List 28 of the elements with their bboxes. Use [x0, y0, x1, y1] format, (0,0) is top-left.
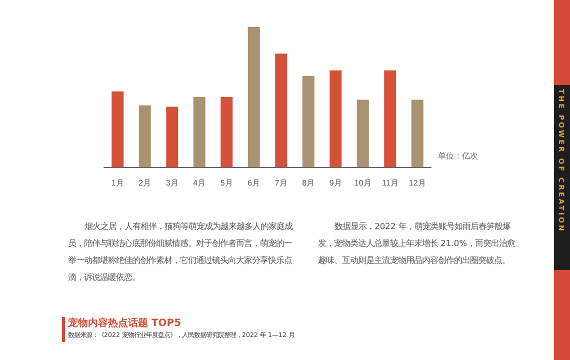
- x-tick-label: 7月: [274, 178, 288, 188]
- bar: [248, 27, 260, 167]
- text: 宠物内容热点话题 TOP5: [68, 316, 182, 330]
- x-tick-label: 1月: [111, 178, 124, 188]
- bar: [275, 54, 288, 167]
- bar: [330, 70, 342, 167]
- x-tick-label: 12月: [408, 178, 426, 188]
- x-tick-label: 11月: [382, 178, 398, 188]
- text: 烟火之居，人有相伴，猫狗等萌宠成为越来越多人的家庭成员，陪伴与联结心底那份细腻情感。对于创作者而言，萌宠的一举一动都堪称绝佳的创作素材，它们通过镜头向大家分享快乐点滴，诉说温暖依恋。: [68, 220, 294, 284]
- text: 数据显示，2022 年，萌宠类账号如雨后春笋般爆发，宠物类达人总量较上年末增长 21.0%，而突出治愈、趣味、互动则是主流宠物用品内容创作的出圈突破点。: [318, 220, 524, 267]
- x-tick-label: 5月: [220, 178, 233, 188]
- bar: [302, 76, 314, 167]
- bar: [166, 106, 178, 167]
- y-axis-title: 单位：亿次: [438, 152, 478, 160]
- x-tick-label: 8月: [302, 178, 315, 188]
- bar: [220, 97, 233, 167]
- bar: [193, 97, 206, 167]
- bar: [411, 100, 424, 167]
- x-tick-label: 9月: [329, 178, 342, 188]
- bar: [112, 91, 124, 167]
- x-tick-label: 4月: [193, 178, 206, 188]
- bar: [356, 100, 369, 167]
- x-tick-label: 6月: [248, 178, 260, 188]
- x-tick-label: 2月: [138, 178, 152, 188]
- bar: [138, 105, 151, 167]
- x-tick-label: 10月: [354, 178, 372, 188]
- x-tick-label: 3月: [166, 178, 178, 188]
- bar: [384, 70, 396, 167]
